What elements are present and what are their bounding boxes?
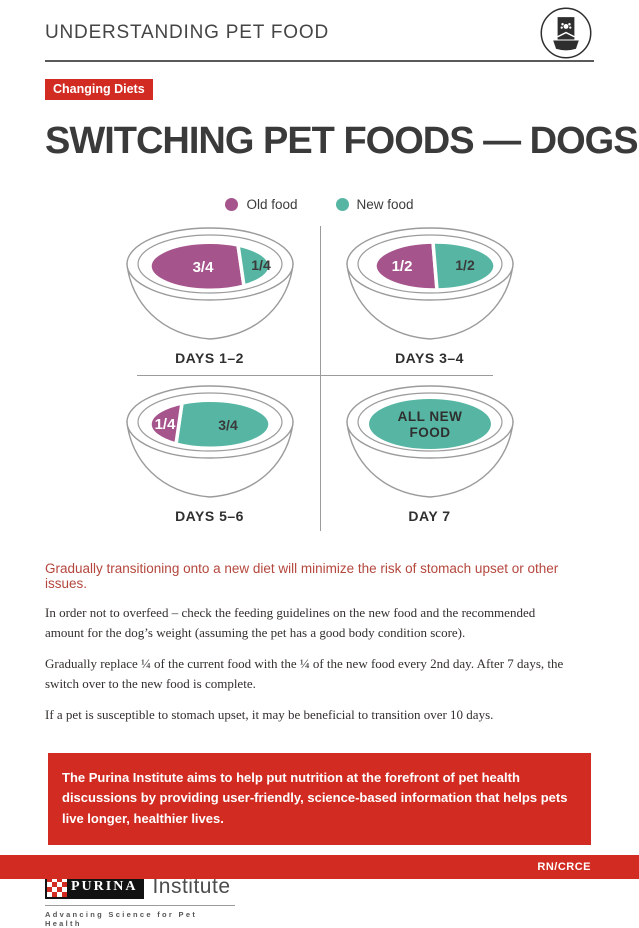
legend-old-label: Old food	[246, 197, 298, 212]
footer-bar: RN/CRCE	[0, 855, 639, 879]
legend-new-label: New food	[356, 197, 414, 212]
bowl-diagram-grid: 3/4 1/4 DAYS 1–2 1/2 1/2 DAYS 3–4	[100, 226, 540, 531]
bowl-label-days-1-2: DAYS 1–2	[175, 350, 244, 366]
fraction-old: 1/4	[154, 416, 176, 433]
new-food-dot-icon	[335, 198, 349, 211]
logo-tagline: Advancing Science for Pet Health	[45, 909, 198, 928]
bowl-days-5-6: 1/4 3/4 DAYS 5–6	[100, 384, 320, 531]
fraction-new: 1/2	[455, 257, 475, 273]
purina-institute-info-box: The Purina Institute aims to help put nu…	[48, 752, 591, 845]
fraction-new: 1/4	[251, 257, 271, 273]
old-food-dot-icon	[225, 198, 239, 211]
footer-document-code: RN/CRCE	[537, 861, 591, 873]
bowl-day-7: ALL NEW FOOD DAY 7	[320, 384, 540, 531]
fraction-new: 3/4	[218, 417, 238, 433]
bowl-label-days-3-4: DAYS 3–4	[395, 350, 464, 366]
bowl-days-1-2: 3/4 1/4 DAYS 1–2	[100, 226, 320, 368]
body-paragraph: In order not to overfeed – check the fee…	[45, 605, 536, 640]
logo-divider	[45, 904, 235, 906]
all-new-food-line2: FOOD	[409, 425, 450, 440]
bowl-days-1-2-graphic: 3/4 1/4	[125, 227, 294, 340]
grid-divider-horizontal	[136, 375, 493, 376]
fraction-old: 3/4	[192, 259, 214, 276]
bowl-label-day-7: DAY 7	[408, 508, 451, 524]
bowl-days-3-4: 1/2 1/2 DAYS 3–4	[320, 226, 540, 368]
grid-divider-vertical	[319, 226, 321, 531]
purina-wordmark: PURINA	[71, 878, 138, 894]
legend-item-old-food: Old food	[225, 197, 298, 212]
highlight-sentence: Gradually transitioning onto a new diet …	[45, 561, 559, 591]
body-paragraph: If a pet is susceptible to stomach upset…	[45, 707, 494, 722]
purina-checkerboard-icon	[47, 876, 67, 897]
bowl-label-days-5-6: DAYS 5–6	[175, 508, 244, 524]
bowl-day-7-graphic: ALL NEW FOOD	[345, 385, 514, 498]
page-title: SWITCHING PET FOODS — DOGS	[45, 120, 639, 162]
header-title: UNDERSTANDING PET FOOD	[45, 22, 329, 43]
pet-food-bag-and-bowl-icon	[538, 5, 594, 61]
header-divider	[45, 60, 594, 62]
header: UNDERSTANDING PET FOOD	[45, 0, 594, 61]
bowl-days-3-4-graphic: 1/2 1/2	[345, 227, 514, 340]
all-new-food-line1: ALL NEW	[397, 409, 462, 424]
fraction-old: 1/2	[391, 258, 412, 275]
section-badge: Changing Diets	[45, 79, 153, 100]
legend-item-new-food: New food	[335, 197, 414, 212]
legend: Old food New food	[45, 197, 594, 212]
bowl-days-5-6-graphic: 1/4 3/4	[125, 385, 294, 498]
body-paragraph: Gradually replace ¼ of the current food …	[45, 656, 564, 691]
purina-institute-logo: PURINA Institute Advancing Science for P…	[45, 874, 235, 928]
